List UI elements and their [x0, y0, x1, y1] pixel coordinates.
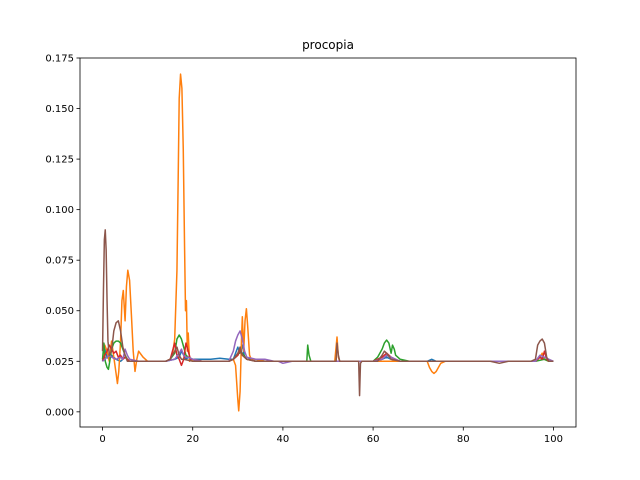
series-layer [101, 73, 554, 412]
y-tick-label: 0.150 [45, 104, 74, 115]
x-tick-label: 60 [367, 434, 380, 445]
y-tick-label: 0.050 [45, 306, 74, 317]
series-line-2 [101, 73, 554, 412]
y-tick-label: 0.175 [45, 54, 74, 65]
x-tick-label: 40 [277, 434, 290, 445]
x-axis: 0 20 40 60 80 100 [99, 427, 563, 445]
x-tick-label: 100 [544, 434, 563, 445]
series-line-6 [101, 229, 554, 397]
y-axis: 0.000 0.025 0.050 0.075 0.100 0.125 0.150 0.175 [45, 54, 80, 418]
chart-title: procopia [302, 38, 354, 52]
y-tick-label: 0.025 [45, 357, 74, 368]
x-tick-label: 20 [186, 434, 199, 445]
y-tick-label: 0.100 [45, 205, 74, 216]
y-tick-label: 0.075 [45, 256, 74, 267]
x-tick-label: 0 [99, 434, 105, 445]
plot-area-frame [79, 57, 577, 428]
x-tick-label: 80 [457, 434, 470, 445]
y-tick-label: 0.125 [45, 155, 74, 166]
y-tick-label: 0.000 [45, 407, 74, 418]
